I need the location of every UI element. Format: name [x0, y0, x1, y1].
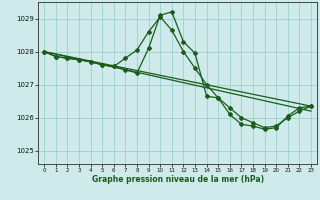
X-axis label: Graphe pression niveau de la mer (hPa): Graphe pression niveau de la mer (hPa) — [92, 175, 264, 184]
